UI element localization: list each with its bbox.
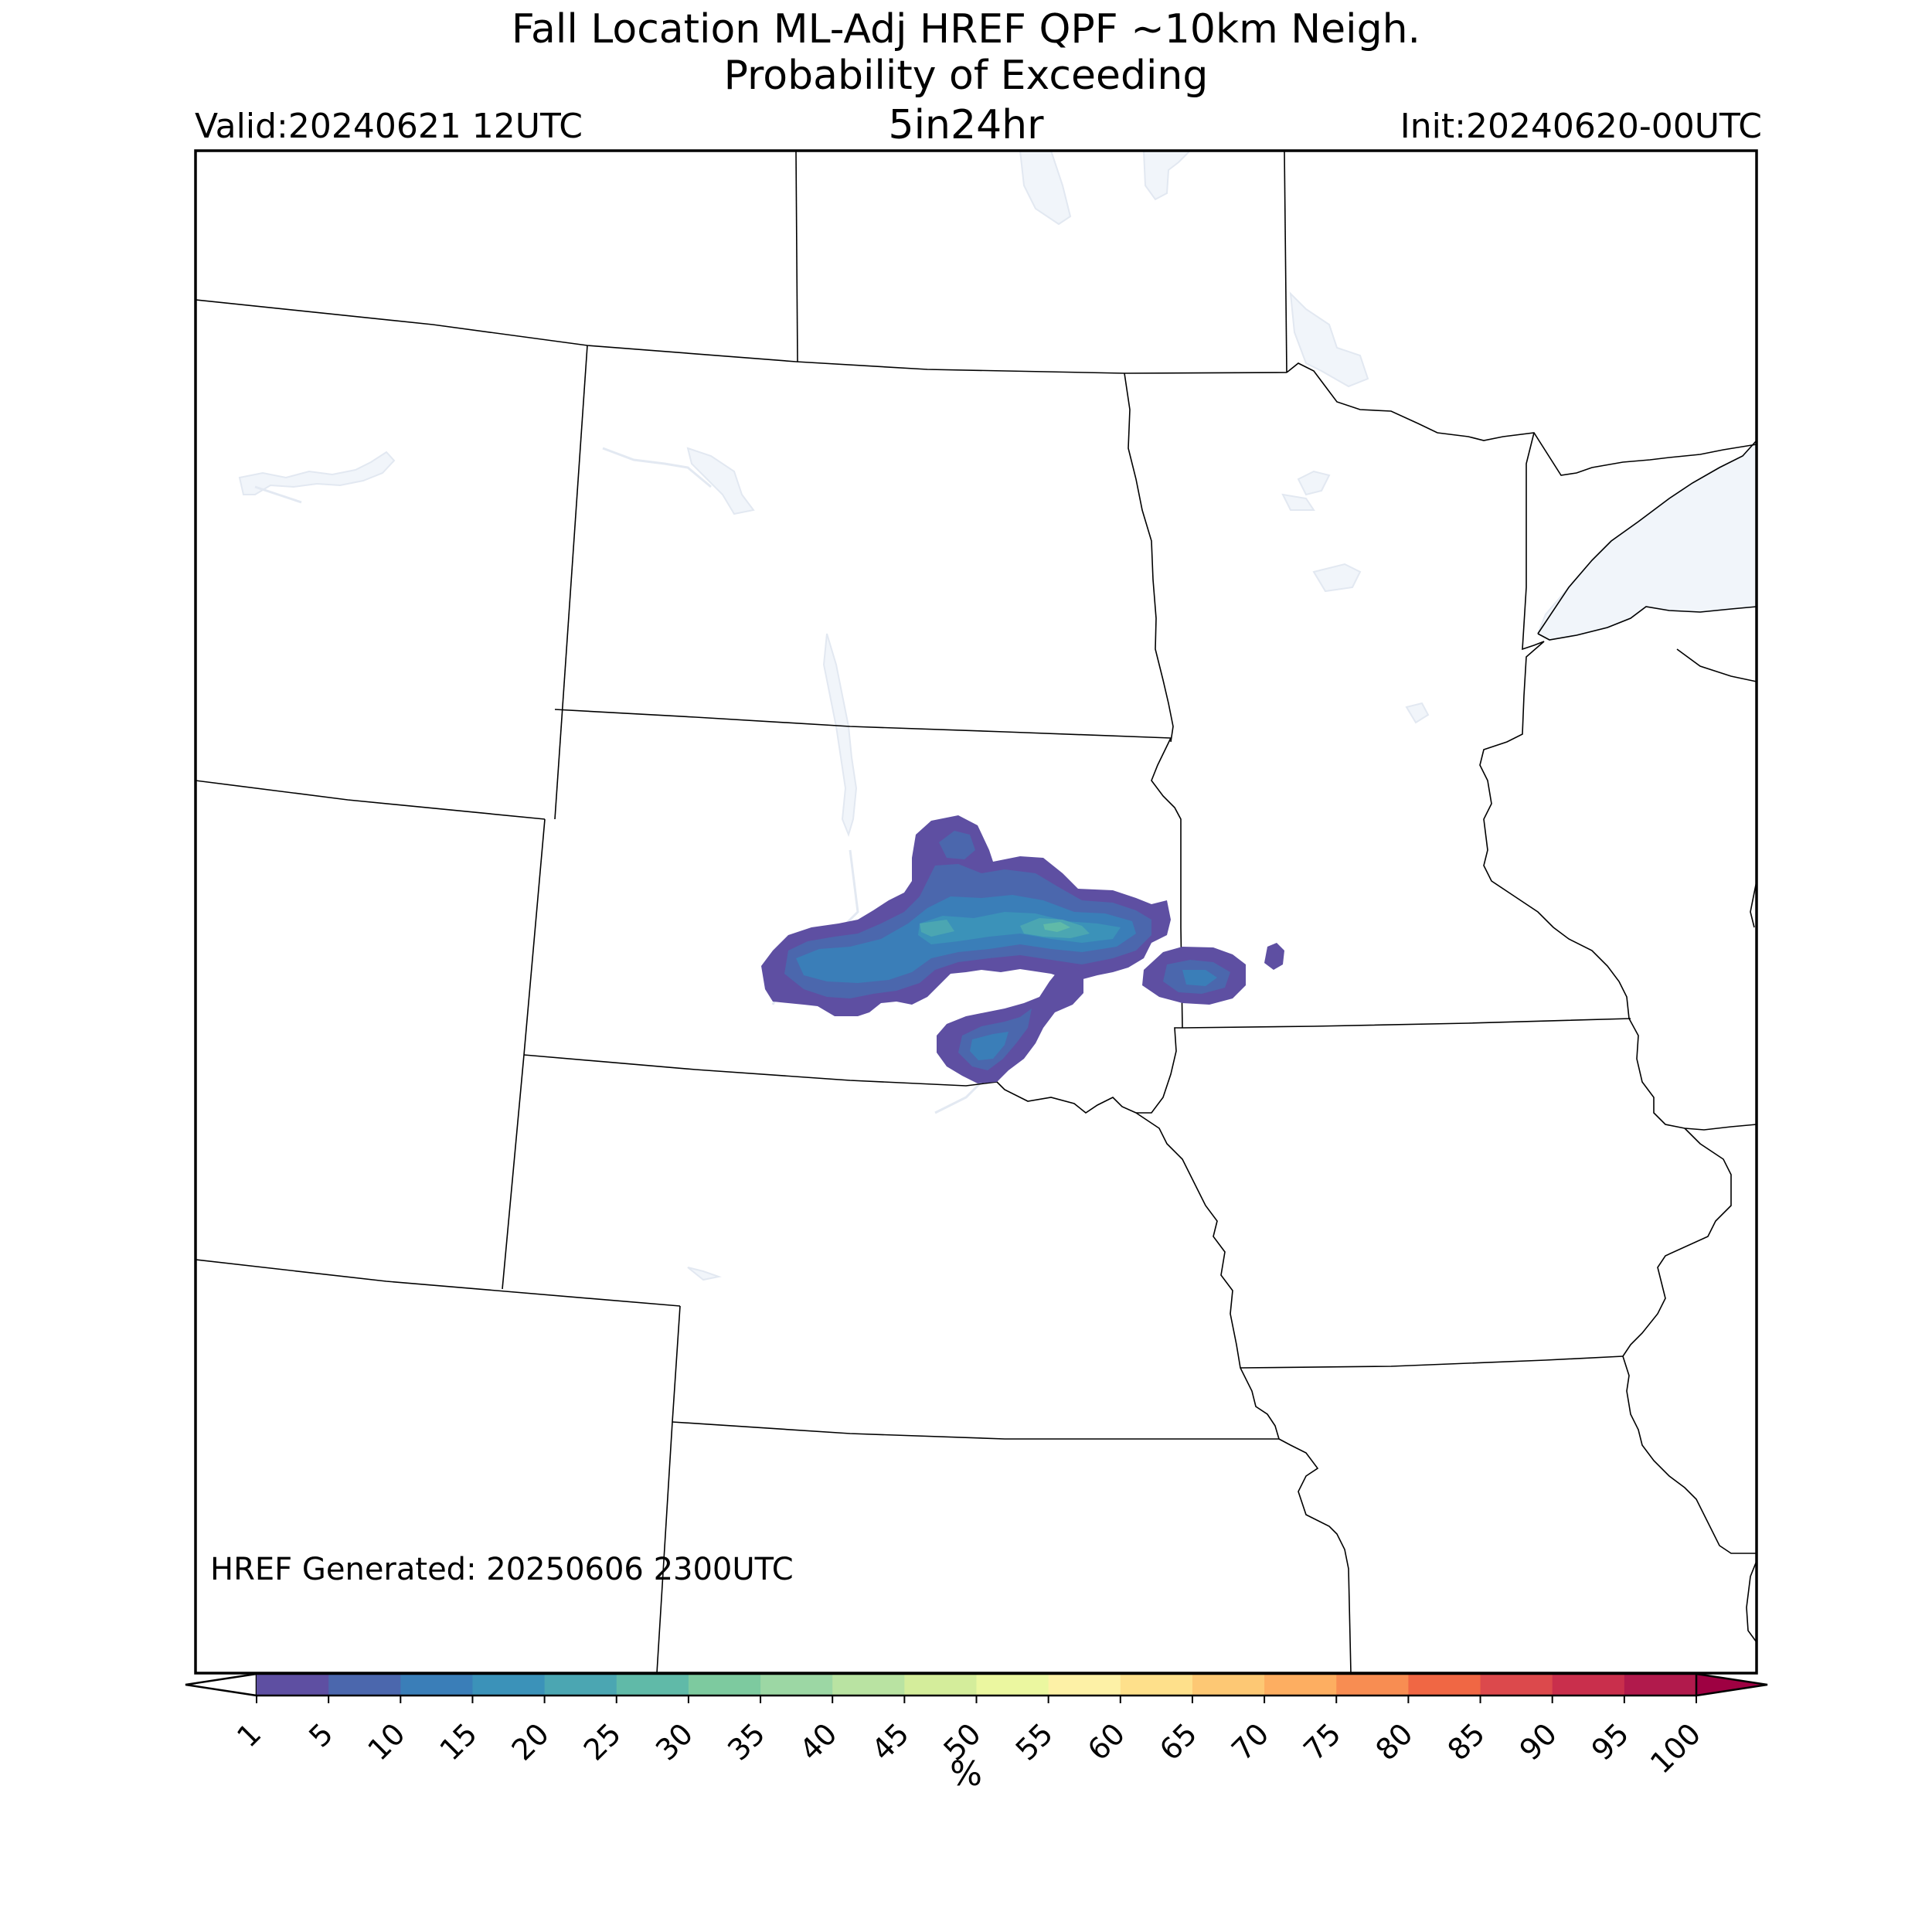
colorbar-segment-5 (328, 1674, 401, 1696)
iowa-missouri-border (1240, 1355, 1624, 1369)
missouri-river-nd (602, 447, 712, 488)
state-borders (195, 150, 1757, 1674)
south-dakota-iowa-border (1136, 1027, 1182, 1114)
colorbar-segment-15 (472, 1674, 546, 1696)
colorbar-segment-95 (1624, 1674, 1697, 1696)
threshold-label: 5in24hr (888, 102, 1044, 148)
chart-title-line1: Fall Location ML-Adj HREF QPF ~10km Neig… (511, 6, 1421, 53)
kansas-missouri-border (1278, 1438, 1352, 1674)
lake-sakakawea (238, 451, 396, 495)
colorbar-segment-1 (257, 1674, 329, 1696)
colorbar-segment-70 (1264, 1674, 1337, 1696)
colorbar-tick-label: 1 (230, 1716, 267, 1753)
colorbar-tick-label: 5 (302, 1716, 339, 1753)
generated-timestamp: HREF Generated: 20250606 2300UTC (210, 1552, 794, 1587)
colorbar-segment-55 (1048, 1674, 1121, 1696)
lake-winnipeg-west (1142, 150, 1192, 201)
colorbar-unit-label: % (950, 1754, 982, 1794)
red-lake (1281, 470, 1331, 511)
montana-wyoming-border (195, 780, 546, 820)
prob-region-5pct-north (939, 831, 975, 859)
lake-superior-south-shore (1537, 606, 1757, 641)
minnesota-iowa-border (1182, 1018, 1631, 1029)
upper-red-lake (1312, 563, 1362, 593)
colorbar-segment-85 (1480, 1674, 1553, 1696)
prob-region-20pct-west (920, 920, 954, 937)
wisconsin-michigan-border (1676, 648, 1757, 682)
colorbar-segment-30 (688, 1674, 761, 1696)
south-dakota-nebraska-border (523, 1054, 1137, 1114)
colorbar-segment-90 (1552, 1674, 1625, 1696)
mille-lacs (1405, 702, 1430, 724)
colorbar-segment-65 (1192, 1674, 1265, 1696)
platte-river (934, 1080, 983, 1114)
montana-north-dakota-border (554, 345, 588, 820)
lake-superior-north-shore (1537, 440, 1757, 634)
iowa-nebraska-border (1135, 1112, 1280, 1440)
colorbar-segment-60 (1120, 1674, 1193, 1696)
colorbar-segment-35 (760, 1674, 833, 1696)
minnesota-north-boundary (1286, 362, 1757, 476)
colorbar-segment-40 (832, 1674, 905, 1696)
lake-oahe (822, 633, 858, 838)
nebraska-kansas-border (672, 1421, 1279, 1440)
michigan-lower-coast (1746, 1560, 1757, 1643)
lake-mcconaughy (687, 1267, 722, 1281)
colorbar-over-arrow (1695, 1672, 1768, 1697)
prob-region-1pct-dot (1264, 943, 1284, 970)
manitoba-ontario-border (1284, 150, 1287, 373)
iowa-wisconsin-border (1628, 1018, 1757, 1131)
probability-field (761, 815, 1284, 1083)
prob-region-10pct-south (970, 1032, 1009, 1060)
south-dakota-minnesota-border (1151, 737, 1183, 1029)
wisconsin-east-coast (1750, 880, 1757, 928)
colorbar-segment-50 (976, 1674, 1049, 1696)
north-dakota-minnesota-border (1124, 372, 1174, 743)
colorbar-segment-25 (616, 1674, 689, 1696)
colorbar-segment-75 (1336, 1674, 1409, 1696)
colorbar-under-arrow (185, 1672, 258, 1697)
colorbar-segment-10 (400, 1674, 474, 1696)
wyoming-nebraska-border (502, 1054, 525, 1290)
init-time: Init:20240620-00UTC (1400, 107, 1762, 146)
devils-lake (686, 447, 755, 515)
colorbar-segment-20 (544, 1674, 617, 1696)
colorbar-segment-80 (1408, 1674, 1481, 1696)
minnesota-wisconsin-border (1479, 432, 1630, 1019)
chart-title-line2: Probability of Exceeding (723, 53, 1209, 99)
iowa-illinois-border (1622, 1128, 1732, 1357)
south-dakota-wyoming-border (523, 818, 546, 1056)
north-dakota-south-dakota-border (554, 709, 1172, 739)
prob-region-25pct-core (1043, 922, 1070, 932)
yellowstone-river (254, 485, 302, 504)
prob-region-10pct-east (1182, 970, 1217, 986)
lake-winnipeg-south (1019, 150, 1072, 226)
lake-of-woods (1289, 291, 1369, 388)
saskatchewan-manitoba-border (795, 150, 798, 362)
colorbar-segment-45 (904, 1674, 978, 1696)
valid-time: Valid:20240621 12UTC (195, 107, 583, 146)
missouri-illinois-border (1622, 1355, 1757, 1554)
water-bodies (238, 150, 1757, 1281)
wyoming-colorado-border (195, 1259, 681, 1307)
